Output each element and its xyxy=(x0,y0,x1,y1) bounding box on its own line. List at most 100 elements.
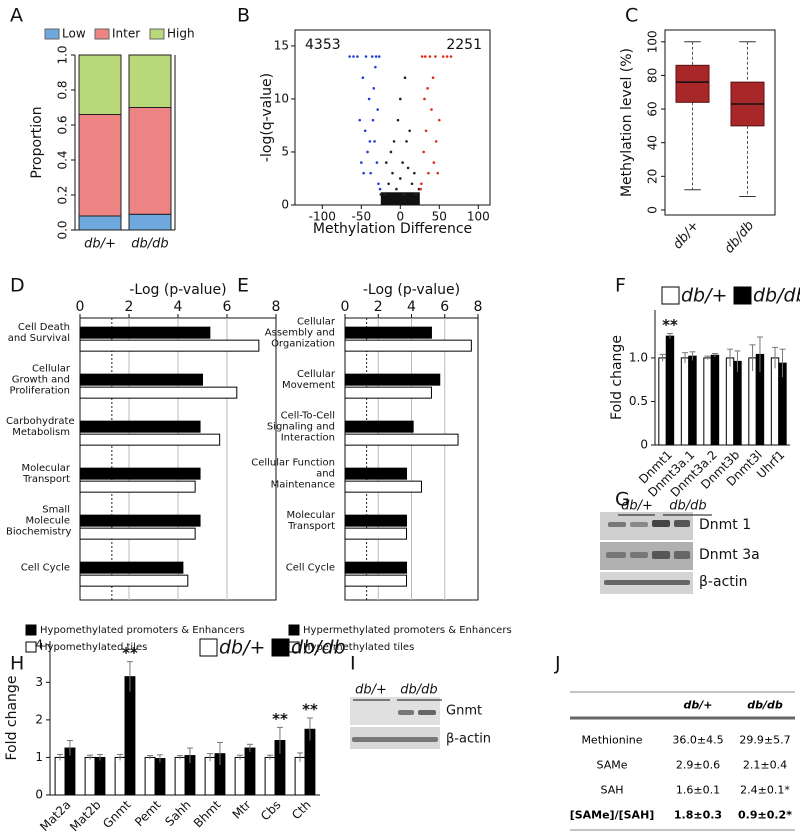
bar xyxy=(344,326,432,339)
category-label: Gnmt xyxy=(100,797,134,831)
bar xyxy=(79,373,203,386)
category-label: Cellular Movement xyxy=(282,369,335,392)
point xyxy=(423,55,427,58)
dense-core xyxy=(380,192,420,205)
table-cell: 29.9±5.7 xyxy=(739,733,791,747)
bar xyxy=(703,357,712,446)
category-label: db/+ xyxy=(670,218,702,252)
y-tick-label: 0 xyxy=(35,788,43,802)
point xyxy=(366,150,369,154)
significance: ** xyxy=(272,710,288,728)
x-tick-label: 50 xyxy=(432,210,447,224)
point xyxy=(374,55,378,58)
category-label: Cellular Assembly and Organization xyxy=(264,316,335,350)
point xyxy=(434,55,437,58)
point xyxy=(356,55,359,58)
legend-label: db/+ xyxy=(681,285,727,307)
x-tick-label: -100 xyxy=(309,210,336,224)
bar xyxy=(688,355,697,446)
point xyxy=(377,55,381,58)
y-tick-label: 0.0 xyxy=(56,220,70,239)
category-label: Molecular Transport xyxy=(286,510,335,533)
y-tick-label: 10 xyxy=(274,91,289,105)
bar-segment xyxy=(128,213,172,231)
bar xyxy=(344,339,472,352)
point xyxy=(423,97,426,101)
category-label: Cell-To-Cell Signaling and Interaction xyxy=(266,410,335,444)
point xyxy=(428,55,432,58)
legend-swatch xyxy=(44,28,60,40)
category-label: Sahh xyxy=(162,798,193,829)
y-tick-label: 0.8 xyxy=(56,80,70,99)
point xyxy=(430,108,433,111)
blot-g xyxy=(600,512,712,594)
blot-band: Gnmt xyxy=(446,704,482,719)
bar xyxy=(344,373,441,386)
table-cell: 1.6±0.1 xyxy=(675,783,721,797)
point xyxy=(422,150,426,154)
table-cell: SAH xyxy=(600,783,624,797)
legend-label: db/db xyxy=(753,285,800,307)
y-tick-label: 0 xyxy=(281,198,289,212)
category-label: db/db xyxy=(722,218,758,256)
point xyxy=(360,161,363,164)
bar xyxy=(344,467,408,480)
bar xyxy=(124,676,136,796)
x-tick-label: 4 xyxy=(407,299,416,315)
point xyxy=(402,193,406,196)
point xyxy=(408,129,411,133)
bar xyxy=(344,514,408,527)
category-label: Mat2b xyxy=(67,798,104,834)
bar xyxy=(79,420,201,433)
y-axis-label: Fold change xyxy=(4,676,20,761)
bar xyxy=(344,561,408,574)
point xyxy=(449,55,453,58)
legend-swatch xyxy=(271,638,290,657)
table-cell: 2.4±0.1* xyxy=(740,783,790,797)
category-label: db/db xyxy=(131,237,168,252)
bar xyxy=(79,386,238,399)
bar xyxy=(710,354,720,446)
point xyxy=(419,187,422,191)
point xyxy=(362,171,365,175)
bar-segment xyxy=(78,215,122,231)
bar xyxy=(84,756,96,796)
category-label: Cellular Growth and Proliferation xyxy=(9,363,71,397)
y-tick-label: 0.6 xyxy=(56,115,70,134)
box xyxy=(675,64,710,103)
category-label: Cbs xyxy=(258,798,284,824)
category-label: Pemt xyxy=(132,797,164,829)
bar xyxy=(79,574,189,587)
point xyxy=(399,177,402,180)
y-axis-label: Proportion xyxy=(29,106,45,178)
point xyxy=(427,171,430,175)
bar xyxy=(770,357,780,446)
point xyxy=(426,87,429,90)
point xyxy=(372,87,376,90)
bar xyxy=(204,756,216,796)
point xyxy=(438,118,441,122)
y-tick-label: 4 xyxy=(35,637,43,651)
point xyxy=(420,55,424,58)
table-cell: 0.9±0.2* xyxy=(738,808,792,822)
point xyxy=(374,65,377,69)
panel-letter: F xyxy=(615,275,626,297)
point xyxy=(364,55,368,58)
bar xyxy=(264,756,276,796)
point xyxy=(384,161,388,164)
blot-band: β-actin xyxy=(446,732,491,747)
y-tick-label: 0.2 xyxy=(56,185,70,204)
table-lines xyxy=(570,691,795,831)
x-tick-label: 0 xyxy=(341,299,350,315)
y-axis-label: Methylation level (%) xyxy=(619,48,635,197)
table-cell: [SAMe]/[SAH] xyxy=(569,808,655,822)
significance: ** xyxy=(662,316,678,334)
point xyxy=(370,55,374,58)
y-tick-label: 1.0 xyxy=(56,45,70,64)
legend-label: db/db xyxy=(291,637,346,659)
point xyxy=(383,193,387,196)
bar xyxy=(94,756,106,796)
y-tick-label: 1.0 xyxy=(629,350,648,364)
category-label: db/+ xyxy=(84,237,116,252)
